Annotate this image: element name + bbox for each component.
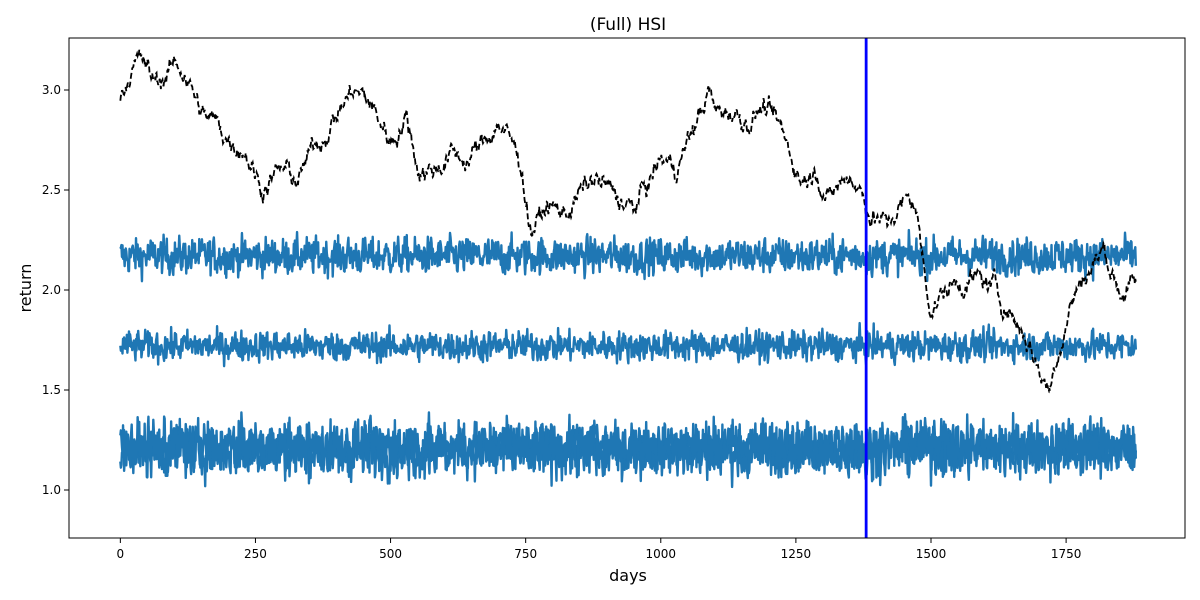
x-tick-label: 500: [379, 547, 402, 561]
series-line-0: [119, 228, 1138, 283]
chart-title: (Full) HSI: [590, 15, 666, 35]
series-line-3: [119, 411, 1138, 482]
x-tick-label: 750: [514, 547, 537, 561]
y-tick-label: 1.5: [42, 383, 61, 397]
x-tick-label: 1500: [916, 547, 947, 561]
x-tick-label: 1000: [646, 547, 677, 561]
plot-area: [119, 38, 1138, 538]
series-line-dashed: [119, 49, 1137, 394]
y-axis-ticks: 1.0 1.5 2.0 2.5 3.0: [42, 83, 69, 497]
series-line-1: [119, 321, 1138, 368]
y-tick-label: 2.5: [42, 183, 61, 197]
axes-frame: [68, 37, 1186, 539]
x-tick-label: 1250: [781, 547, 812, 561]
y-tick-label: 2.0: [42, 283, 61, 297]
x-axis-label: days: [609, 566, 647, 585]
x-axis-ticks: 0 250 500 750 1000 1250 1500 1750: [117, 538, 1082, 561]
x-tick-label: 250: [244, 547, 267, 561]
y-axis-label: return: [16, 264, 35, 313]
x-tick-label: 1750: [1051, 547, 1082, 561]
y-tick-label: 3.0: [42, 83, 61, 97]
x-tick-label: 0: [117, 547, 125, 561]
y-tick-label: 1.0: [42, 483, 61, 497]
